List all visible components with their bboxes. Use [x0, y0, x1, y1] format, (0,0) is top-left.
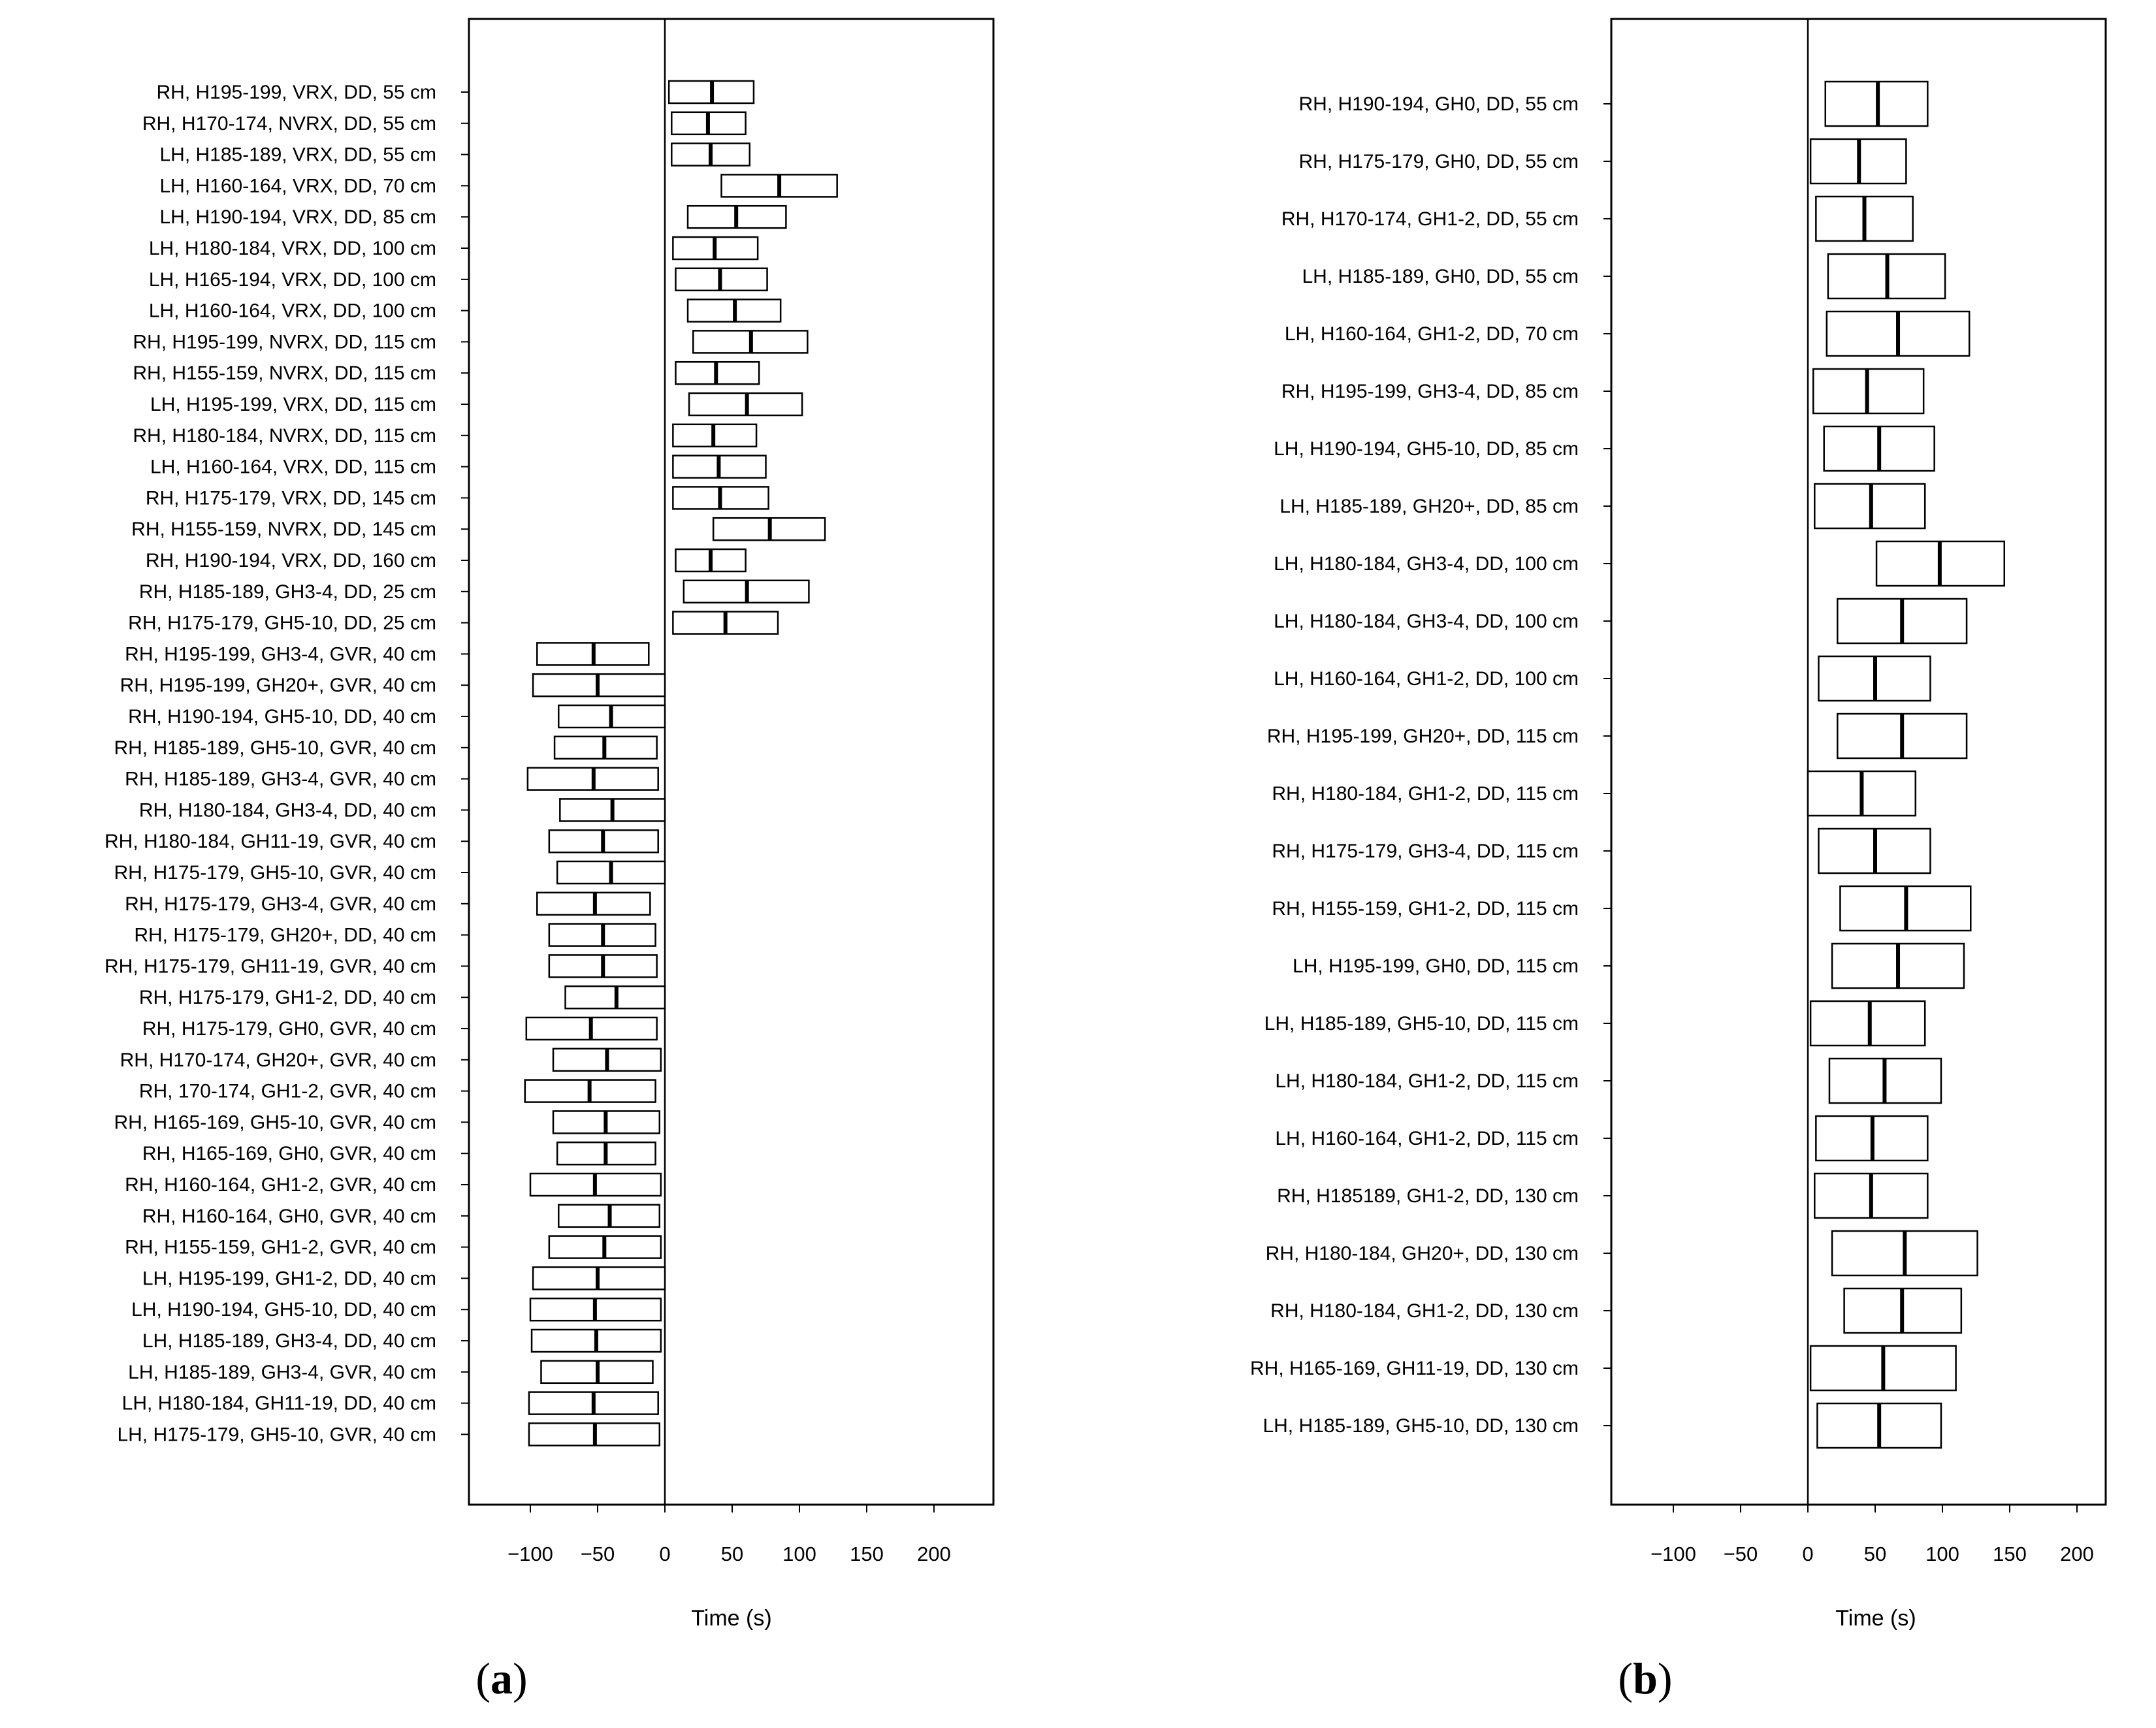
chart-a-x-tick-label: 0 — [659, 1543, 670, 1565]
chart-b-frame — [1610, 18, 2107, 1506]
chart-b-category-label: RH, H180-184, GH1-2, DD, 130 cm — [1270, 1300, 1579, 1322]
chart-b-x-tick-label: 50 — [1864, 1543, 1886, 1565]
chart-b-x-tick-label: 0 — [1802, 1543, 1813, 1565]
chart-b-category-label: RH, H155-159, GH1-2, DD, 115 cm — [1272, 898, 1579, 920]
chart-b-x-tick-label: 100 — [1925, 1543, 1959, 1565]
chart-b: RH, H190-194, GH0, DD, 55 cm RH, H175-179… — [1250, 18, 2107, 1703]
chart-a-category-label: RH, H180-184, NVRX, DD, 115 cm — [133, 425, 436, 447]
chart-a-category-label: LH, H195-199, VRX, DD, 115 cm — [150, 394, 436, 415]
chart-b-panel-label: (b) — [1618, 1654, 1672, 1703]
chart-a-category-label: RH, H185-189, GH3-4, DD, 25 cm — [139, 581, 436, 603]
chart-a-category-label: RH, H175-179, GH0, GVR, 40 cm — [142, 1018, 436, 1040]
chart-a-x-tick-label: 200 — [917, 1543, 951, 1565]
chart-a-category-label: LH, H175-179, GH5-10, GVR, 40 cm — [117, 1424, 436, 1445]
chart-b-category-label: LH, H185-189, GH5-10, DD, 130 cm — [1263, 1415, 1579, 1437]
chart-a-category-label: LH, H185-189, GH3-4, GVR, 40 cm — [128, 1362, 436, 1383]
chart-a-category-label: RH, H155-159, NVRX, DD, 145 cm — [131, 519, 436, 540]
chart-a-category-label: RH, 170-174, GH1-2, GVR, 40 cm — [139, 1081, 436, 1102]
chart-a-category-label: RH, H175-179, GH5-10, GVR, 40 cm — [114, 862, 436, 884]
chart-b-category-label: LH, H185-189, GH0, DD, 55 cm — [1302, 266, 1579, 287]
chart-b-box — [1809, 1000, 1926, 1047]
chart-a-x-tick-label: −100 — [507, 1543, 553, 1565]
chart-b-category-label: RH, H180-184, GH1-2, DD, 115 cm — [1272, 783, 1579, 805]
chart-b-category-label: LH, H180-184, GH3-4, DD, 100 cm — [1274, 611, 1579, 632]
chart-b-category-label: RH, H195-199, GH20+, DD, 115 cm — [1267, 726, 1579, 747]
chart-a-category-label: RH, H185-189, GH5-10, GVR, 40 cm — [114, 737, 436, 759]
chart-a-category-label: LH, H160-164, VRX, DD, 70 cm — [159, 175, 436, 197]
chart-a-category-label: RH, H165-169, GH5-10, GVR, 40 cm — [114, 1112, 436, 1133]
chart-a-category-label: RH, H180-184, GH11-19, GVR, 40 cm — [105, 831, 436, 852]
chart-a-category-label: LH, H160-164, VRX, DD, 115 cm — [150, 456, 436, 478]
chart-a-category-label: LH, H190-194, GH5-10, DD, 40 cm — [131, 1299, 436, 1320]
chart-a-category-label: RH, H195-199, VRX, DD, 55 cm — [157, 82, 436, 103]
chart-b-x-tick-label: 150 — [1993, 1543, 2027, 1565]
chart-b-category-label: RH, H180-184, GH20+, DD, 130 cm — [1266, 1243, 1579, 1264]
chart-b-x-tick-label: −50 — [1724, 1543, 1758, 1565]
chart-a-category-label: LH, H185-189, GH3-4, DD, 40 cm — [142, 1330, 436, 1352]
chart-b-x-tick-label: 200 — [2060, 1543, 2094, 1565]
chart-b-x-tick-label: −100 — [1650, 1543, 1696, 1565]
chart-a-x-tick-label: 50 — [721, 1543, 743, 1565]
chart-a-category-label: RH, H170-174, NVRX, DD, 55 cm — [142, 113, 436, 135]
chart-a-category-label: RH, H175-179, GH11-19, GVR, 40 cm — [105, 955, 436, 977]
chart-a-category-label: RH, H175-179, GH1-2, DD, 40 cm — [139, 987, 436, 1008]
chart-a-category-label: LH, H190-194, VRX, DD, 85 cm — [159, 206, 436, 228]
chart-b-category-label: RH, H195-199, GH3-4, DD, 85 cm — [1281, 381, 1579, 402]
chart-b-category-label: LH, H185-189, GH5-10, DD, 115 cm — [1264, 1013, 1579, 1034]
chart-a-category-label: RH, H155-159, NVRX, DD, 115 cm — [133, 362, 436, 384]
chart-a-category-label: RH, H170-174, GH20+, GVR, 40 cm — [120, 1049, 436, 1071]
chart-b-category-label: RH, H165-169, GH11-19, DD, 130 cm — [1250, 1358, 1579, 1379]
chart-a-category-label: RH, H160-164, GH0, GVR, 40 cm — [142, 1206, 436, 1227]
chart-a-category-label: RH, H195-199, NVRX, DD, 115 cm — [133, 331, 436, 353]
chart-a-category-label: LH, H180-184, VRX, DD, 100 cm — [149, 238, 436, 259]
chart-a-category-label: RH, H175-179, VRX, DD, 145 cm — [146, 487, 436, 509]
chart-a-x-tick-label: 150 — [850, 1543, 884, 1565]
chart-b-category-label: RH, H185189, GH1-2, DD, 130 cm — [1277, 1185, 1579, 1207]
chart-a-category-label: RH, H175-179, GH3-4, GVR, 40 cm — [125, 893, 436, 915]
chart-a-category-label: RH, H175-179, GH20+, DD, 40 cm — [134, 925, 436, 946]
chart-a-category-label: LH, H165-194, VRX, DD, 100 cm — [149, 269, 436, 291]
chart-b-category-label: RH, H190-194, GH0, DD, 55 cm — [1299, 93, 1579, 115]
chart-a-frame — [468, 18, 995, 1506]
chart-a-category-label: RH, H190-194, VRX, DD, 160 cm — [146, 550, 436, 571]
chart-a-category-label: RH, H195-199, GH3-4, GVR, 40 cm — [125, 643, 436, 665]
chart-b-category-label: LH, H180-184, GH1-2, DD, 115 cm — [1275, 1070, 1579, 1092]
chart-a-x-axis-title: Time (s) — [691, 1606, 771, 1631]
chart-a-category-label: LH, H185-189, VRX, DD, 55 cm — [159, 144, 436, 166]
chart-b-category-label: LH, H185-189, GH20+, DD, 85 cm — [1279, 496, 1579, 517]
chart-a-x-tick-label: −50 — [581, 1543, 615, 1565]
chart-a-category-label: RH, H175-179, GH5-10, DD, 25 cm — [128, 613, 436, 634]
chart-b-category-label: LH, H180-184, GH3-4, DD, 100 cm — [1274, 553, 1579, 575]
chart-b-category-label: RH, H175-179, GH0, DD, 55 cm — [1299, 151, 1579, 172]
chart-a: RH, H195-199, VRX, DD, 55 cm RH, H170-174… — [105, 18, 995, 1703]
chart-b-category-label: LH, H195-199, GH0, DD, 115 cm — [1293, 955, 1579, 977]
chart-a-x-tick-label: 100 — [782, 1543, 816, 1565]
chart-a-category-label: RH, H165-169, GH0, GVR, 40 cm — [142, 1143, 436, 1164]
chart-b-category-label: LH, H160-164, GH1-2, DD, 115 cm — [1275, 1128, 1579, 1149]
chart-a-category-label: RH, H190-194, GH5-10, DD, 40 cm — [128, 706, 436, 728]
chart-b-category-label: LH, H160-164, GH1-2, DD, 70 cm — [1285, 323, 1579, 345]
chart-a-panel-label: (a) — [475, 1654, 527, 1703]
chart-a-category-label: RH, H160-164, GH1-2, GVR, 40 cm — [125, 1174, 436, 1196]
chart-a-category-label: LH, H160-164, VRX, DD, 100 cm — [149, 300, 436, 322]
chart-b-category-label: LH, H190-194, GH5-10, DD, 85 cm — [1274, 438, 1579, 460]
chart-a-category-label: RH, H155-159, GH1-2, GVR, 40 cm — [125, 1237, 436, 1258]
chart-a-category-label: RH, H195-199, GH20+, GVR, 40 cm — [120, 675, 436, 696]
chart-b-category-label: RH, H170-174, GH1-2, DD, 55 cm — [1281, 208, 1579, 230]
chart-a-panel-letter: a — [491, 1654, 513, 1703]
chart-a-category-label: RH, H180-184, GH3-4, DD, 40 cm — [139, 799, 436, 821]
chart-a-category-label: RH, H185-189, GH3-4, GVR, 40 cm — [125, 769, 436, 790]
chart-a-category-label: LH, H180-184, GH11-19, DD, 40 cm — [122, 1393, 436, 1415]
chart-a-category-label: LH, H195-199, GH1-2, DD, 40 cm — [142, 1268, 436, 1289]
chart-b-category-label: LH, H160-164, GH1-2, DD, 100 cm — [1274, 668, 1579, 690]
chart-b-x-axis-title: Time (s) — [1835, 1606, 1916, 1631]
chart-b-panel-letter: b — [1633, 1654, 1658, 1703]
chart-b-category-label: RH, H175-179, GH3-4, DD, 115 cm — [1272, 840, 1579, 862]
